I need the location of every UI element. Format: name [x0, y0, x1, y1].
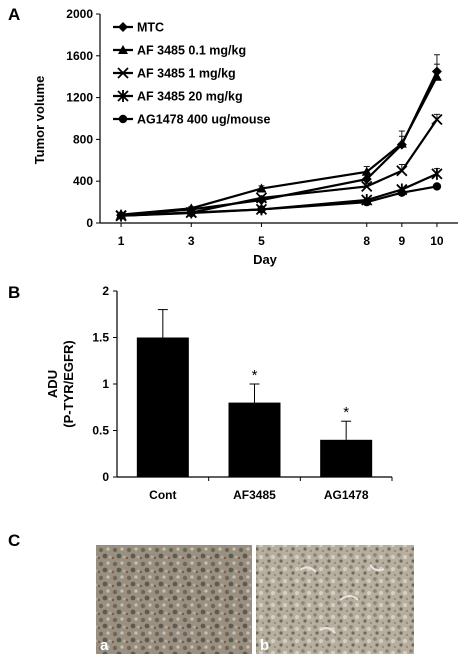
chart-a-data-point [256, 183, 267, 193]
chart-a-x-tick-label: 10 [430, 234, 444, 248]
chart-a-y-tick-label: 0 [86, 216, 93, 230]
chart-b-y-axis-title-line2: (P-TYR/EGFR) [61, 340, 76, 427]
chart-b-y-tick-label: 0.5 [92, 424, 109, 438]
chart-a-x-axis-title: Day [253, 252, 278, 267]
chart-a-data-point [431, 113, 443, 126]
chart-b-x-tick-label: AF3485 [233, 488, 276, 502]
chart-a-series-line [121, 185, 438, 217]
chart-b-x-tick-label: Cont [149, 488, 176, 502]
chart-a-legend-marker [118, 22, 128, 32]
chart-b-bar [228, 402, 281, 477]
chart-a-legend: MTC AF 3485 0.1 mg/kg AF 3485 1 mg/kg AF 34… [113, 21, 270, 127]
chart-b-y-tick-label: 1.5 [92, 331, 109, 345]
chart-b-y-axis-title-line1: ADU [45, 370, 60, 398]
chart-a-tumor-volume: 0 400 800 1200 1600 2000 1 3 5 8 9 10 MTC AF 3485 0… [32, 7, 458, 267]
chart-a-series-line [121, 118, 438, 217]
chart-b-significance-marker: * [252, 367, 258, 384]
chart-a-data-point [361, 174, 372, 185]
chart-a-x-tick-label: 1 [118, 234, 125, 248]
chart-a-x-tick-label: 3 [188, 234, 195, 248]
chart-a-y-tick-label: 400 [73, 174, 93, 188]
chart-a-series-line [120, 76, 438, 216]
chart-b-bar [136, 337, 189, 477]
chart-a-data-point [362, 197, 371, 207]
chart-a-y-axis-title: Tumor volume [32, 76, 47, 165]
chart-a-legend-marker [118, 45, 128, 54]
chart-a-legend-label: AF 3485 20 mg/kg [137, 90, 243, 104]
panel-letter-b: B [8, 283, 20, 302]
chart-a-legend-label: AF 3485 1 mg/kg [137, 67, 236, 81]
chart-a-data-point [187, 208, 196, 218]
chart-a-legend-label: AF 3485 0.1 mg/kg [137, 44, 246, 58]
chart-a-x-tick-label: 5 [258, 234, 265, 248]
chart-a-data-point [431, 167, 443, 180]
chart-a-data-point [396, 138, 407, 148]
chart-b-y-tick-label: 1 [102, 377, 109, 391]
micrograph-a: a [96, 545, 252, 654]
micrograph-b: b [256, 545, 414, 654]
chart-a-series [115, 54, 443, 222]
chart-a-data-point [257, 205, 266, 214]
chart-a-y-tick-label: 800 [73, 132, 93, 146]
chart-b-y-ticks: 0 0.5 1 1.5 2 [92, 284, 117, 484]
chart-a-legend-label: MTC [137, 21, 164, 35]
chart-a-data-point [431, 71, 442, 81]
chart-a-data-point [397, 188, 407, 197]
chart-b-significance-marker: * [343, 404, 349, 421]
chart-a-data-point [116, 211, 126, 220]
chart-a-legend-marker [117, 90, 129, 102]
chart-b-bars: ** [136, 309, 373, 477]
chart-a-data-point [432, 182, 442, 191]
chart-a-x-ticks: 1 3 5 8 9 10 [118, 223, 444, 248]
chart-a-x-tick-label: 8 [363, 234, 370, 248]
chart-a-x-tick-label: 9 [398, 234, 405, 248]
chart-a-data-point [255, 192, 268, 204]
chart-a-data-point [361, 180, 373, 193]
chart-b-y-tick-label: 0 [102, 470, 109, 484]
chart-a-legend-marker [118, 114, 128, 124]
panel-letter-a: A [8, 5, 20, 24]
chart-a-data-point [361, 166, 372, 176]
chart-a-y-tick-label: 1600 [66, 49, 93, 63]
chart-a-y-ticks: 0 400 800 1200 1600 2000 [66, 7, 100, 230]
chart-b-x-ticks: Cont AF3485 AG1478 [149, 477, 393, 502]
micrograph-label-a: a [100, 637, 109, 654]
chart-b-adu: 00.511.52 ** Cont AF3485 AG1478 ADU (P-TYR… [45, 284, 393, 502]
chart-a-data-point [396, 165, 408, 177]
chart-a-y-tick-label: 2000 [66, 7, 93, 21]
chart-b-x-tick-label: AG1478 [324, 488, 369, 502]
chart-a-axes [99, 14, 458, 224]
chart-b-bar [320, 439, 373, 477]
chart-a-legend-marker [117, 67, 129, 79]
chart-b-y-tick-label: 2 [102, 284, 109, 298]
micrograph-label-b: b [260, 637, 269, 654]
chart-a-y-tick-label: 1200 [66, 91, 93, 105]
chart-a-legend-label: AG1478 400 ug/mouse [137, 113, 270, 127]
panel-letter-c: C [8, 531, 20, 550]
